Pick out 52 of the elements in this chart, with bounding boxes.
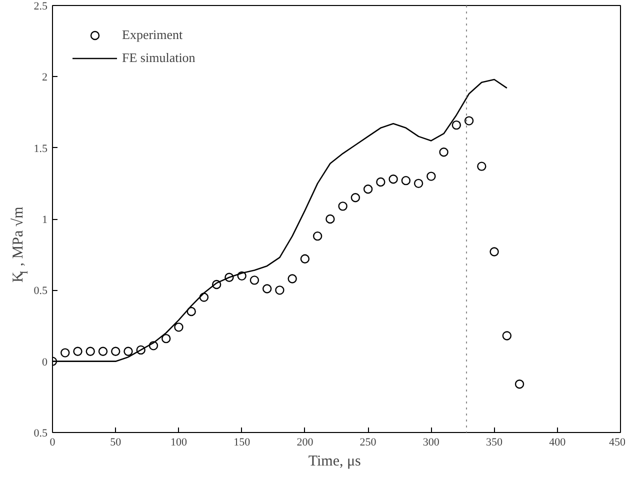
x-tick-label: 100 [170, 436, 188, 448]
point [426, 172, 436, 181]
x-tick-label: 0 [50, 436, 56, 448]
point [60, 348, 70, 358]
point [350, 193, 360, 202]
point [186, 306, 196, 316]
x-tick-label: 400 [549, 436, 566, 448]
x-tick-label: 150 [234, 436, 251, 448]
point [111, 346, 120, 356]
y-tick-label: 2 [42, 72, 48, 84]
point [262, 284, 272, 294]
x-tick-label: 250 [360, 436, 377, 448]
x-tick-label: 350 [486, 436, 504, 448]
legend-label: FE simulation [122, 50, 196, 66]
point [73, 346, 82, 356]
point [477, 162, 486, 171]
point [464, 116, 474, 126]
y-tick-label: 1 [42, 214, 48, 226]
point [363, 184, 373, 194]
point [490, 247, 499, 256]
y-axis-title: KI , MPa √m [10, 206, 30, 282]
point [162, 334, 171, 344]
point [300, 254, 310, 264]
point [124, 346, 133, 356]
x-axis-title: Time, μs [308, 454, 362, 470]
point [98, 346, 108, 356]
point [338, 202, 348, 211]
point [312, 231, 322, 241]
y-tick-label: 2.5 [34, 0, 48, 12]
y-tick-label: 0 [42, 356, 48, 368]
point [388, 174, 398, 184]
point [376, 177, 386, 187]
point [452, 120, 462, 130]
x-tick-label: 300 [422, 436, 440, 448]
point [288, 274, 297, 284]
point [86, 346, 95, 356]
y-tick-label: 0.5 [34, 428, 48, 440]
x-tick-label: 200 [296, 436, 314, 448]
y-tick-label: 0.5 [34, 285, 48, 298]
x-tick-label: 450 [609, 436, 626, 448]
x-tick-label: 50 [110, 436, 122, 448]
point [514, 380, 524, 389]
point [401, 176, 411, 186]
point [414, 178, 424, 188]
point [174, 322, 184, 332]
point [326, 214, 335, 224]
point [275, 286, 284, 295]
point [502, 331, 512, 340]
point [250, 276, 260, 285]
y-tick-label: 1.5 [34, 142, 48, 155]
point [439, 148, 448, 157]
legend-label: Experiment [122, 27, 183, 43]
